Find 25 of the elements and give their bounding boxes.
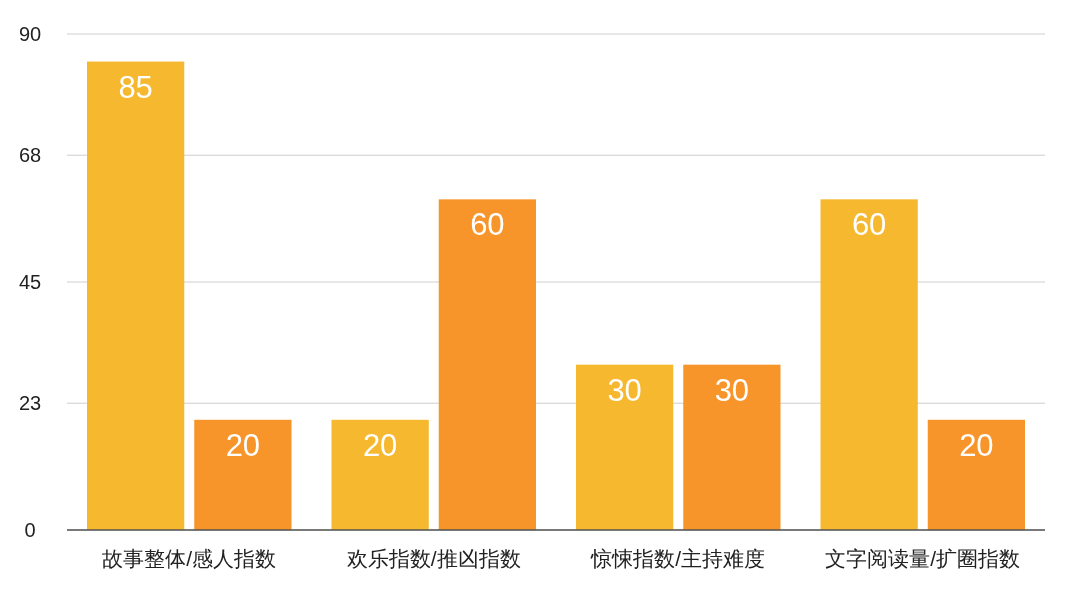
bar bbox=[194, 419, 292, 530]
data-label: 20 bbox=[225, 427, 261, 463]
data-label: 20 bbox=[959, 427, 994, 463]
x-tick-label: 文字阅读量/扩圈指数 bbox=[825, 547, 1021, 570]
bar bbox=[87, 61, 185, 530]
bar bbox=[331, 419, 429, 530]
data-label: 85 bbox=[118, 69, 153, 105]
x-tick-label: 故事整体/感人指数 bbox=[102, 547, 277, 570]
bar bbox=[576, 364, 674, 530]
bar bbox=[820, 199, 918, 530]
bar bbox=[683, 364, 781, 530]
y-tick-label: 90 bbox=[18, 23, 42, 45]
y-tick-label: 0 bbox=[24, 519, 36, 541]
data-label: 60 bbox=[470, 207, 505, 243]
bar bbox=[927, 419, 1025, 530]
y-tick-label: 45 bbox=[18, 271, 42, 293]
data-label: 60 bbox=[851, 207, 887, 243]
y-tick-label: 23 bbox=[18, 392, 42, 415]
data-label: 20 bbox=[362, 427, 398, 463]
bar bbox=[438, 199, 536, 530]
y-tick-label: 68 bbox=[18, 144, 42, 167]
x-tick-label: 欢乐指数/推凶指数 bbox=[346, 547, 521, 570]
data-label: 30 bbox=[607, 372, 642, 408]
data-label: 30 bbox=[714, 372, 750, 408]
x-tick-label: 惊悚指数/主持难度 bbox=[590, 547, 766, 570]
